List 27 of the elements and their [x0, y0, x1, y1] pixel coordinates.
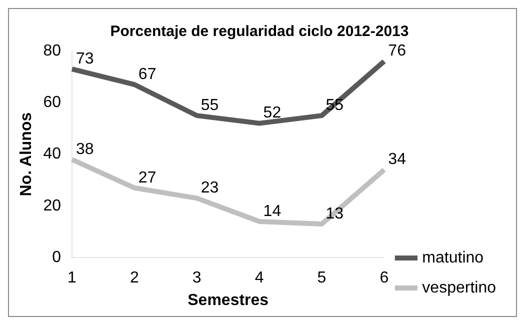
y-axis-title: No. Alunos — [18, 112, 36, 196]
x-tick-label: 3 — [192, 270, 202, 287]
data-label: 38 — [76, 140, 94, 158]
x-tick-label: 5 — [317, 270, 326, 287]
legend-label: vespertino — [422, 279, 496, 296]
y-tick-label: 60 — [43, 94, 62, 112]
chart-title: Porcentaje de regularidad ciclo 2012-2013 — [110, 23, 409, 40]
y-tick-label: 0 — [52, 249, 62, 266]
data-label: 34 — [388, 151, 406, 168]
x-axis-title: Semestres — [188, 292, 269, 309]
data-label: 52 — [263, 104, 282, 122]
data-label: 73 — [76, 50, 94, 68]
x-tick-label: 2 — [130, 270, 139, 287]
x-tick-label: 1 — [68, 270, 77, 287]
data-label: 14 — [263, 202, 282, 220]
legend-label: matutino — [422, 249, 484, 266]
data-label: 13 — [326, 205, 344, 222]
x-tick-label: 6 — [380, 270, 389, 287]
data-label: 55 — [200, 96, 219, 114]
y-tick-label: 80 — [43, 42, 62, 60]
data-label: 76 — [388, 42, 406, 60]
x-tick-label: 4 — [254, 270, 264, 287]
data-label: 67 — [138, 66, 156, 83]
data-label: 27 — [138, 169, 156, 186]
y-tick-label: 40 — [43, 146, 62, 163]
y-tick-label: 20 — [43, 197, 62, 214]
data-label: 23 — [200, 180, 219, 197]
